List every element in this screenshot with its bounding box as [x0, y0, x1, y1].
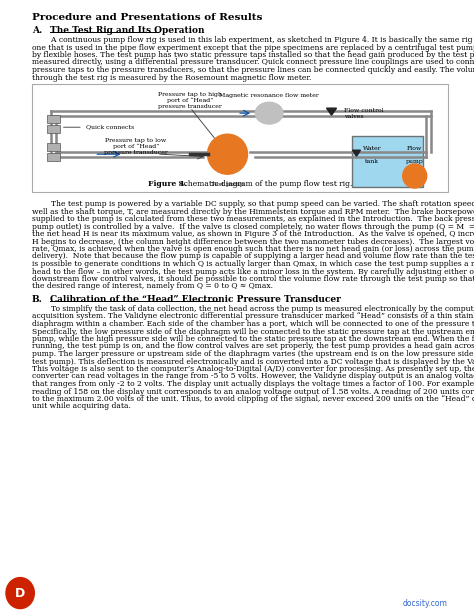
Text: head to the flow – in other words, the test pump acts like a minor loss in the s: head to the flow – in other words, the t…	[32, 267, 474, 275]
Text: B.: B.	[32, 295, 43, 304]
Text: pressure taps to the pressure transducers, so that the pressure lines can be con: pressure taps to the pressure transducer…	[32, 66, 474, 74]
Text: measured directly, using a differential pressure transducer. Quick connect press: measured directly, using a differential …	[32, 58, 474, 66]
Text: reading of 158 on the display unit corresponds to an analog voltage output of 1.: reading of 158 on the display unit corre…	[32, 387, 474, 395]
Text: Quick connects: Quick connects	[64, 124, 134, 130]
Text: Water: Water	[363, 146, 382, 151]
Text: by flexible hoses. The test pump has two static pressure taps installed so that : by flexible hoses. The test pump has two…	[32, 51, 474, 59]
Bar	[47, 153, 60, 161]
Text: Figure 4.: Figure 4.	[148, 180, 188, 188]
Text: tank: tank	[365, 159, 379, 164]
Text: H begins to decrease, (the column height difference between the two manometer tu: H begins to decrease, (the column height…	[32, 237, 474, 245]
Text: diaphragm within a chamber. Each side of the chamber has a port, which will be c: diaphragm within a chamber. Each side of…	[32, 320, 474, 328]
Text: The test pump is powered by a variable DC supply, so that pump speed can be vari: The test pump is powered by a variable D…	[32, 200, 474, 208]
Text: Procedure and Presentations of Results: Procedure and Presentations of Results	[32, 13, 263, 22]
Text: docsity.com: docsity.com	[403, 599, 448, 608]
Text: downstream flow control valves, it should be possible to control the volume flow: downstream flow control valves, it shoul…	[32, 275, 474, 283]
Text: rate, Qmax, is achieved when the valve is open enough such that there is no net : rate, Qmax, is achieved when the valve i…	[32, 245, 474, 253]
Text: running, the test pump is on, and the flow control valves are set properly, the : running, the test pump is on, and the fl…	[32, 343, 474, 351]
Text: Flow: Flow	[407, 146, 422, 151]
Text: This voltage is also sent to the computer’s Analog-to-Digital (A/D) converter fo: This voltage is also sent to the compute…	[32, 365, 474, 373]
Text: supplied to the pump is calculated from these two measurements, as explained in : supplied to the pump is calculated from …	[32, 215, 474, 223]
Bar	[47, 143, 60, 151]
Text: A continuous pump flow rig is used in this lab experiment, as sketched in Figure: A continuous pump flow rig is used in th…	[32, 36, 474, 44]
Text: pump: pump	[406, 159, 424, 164]
Text: Pressure tap to low
port of “Head”
pressure transducer: Pressure tap to low port of “Head” press…	[104, 138, 168, 155]
Text: that ranges from only -2 to 2 volts. The display unit actually displays the volt: that ranges from only -2 to 2 volts. The…	[32, 380, 474, 388]
Text: acquisition system. The Validyne electronic differential pressure transducer mar: acquisition system. The Validyne electro…	[32, 313, 474, 321]
Text: The Test Rig and Its Operation: The Test Rig and Its Operation	[50, 26, 204, 35]
Text: To simplify the task of data collection, the net head across the pump is measure: To simplify the task of data collection,…	[32, 305, 474, 313]
Circle shape	[208, 134, 247, 174]
Text: Test pump: Test pump	[211, 181, 244, 186]
Polygon shape	[353, 150, 361, 156]
Text: unit while acquiring data.: unit while acquiring data.	[32, 403, 131, 411]
Circle shape	[403, 164, 427, 188]
Text: through the test rig is measured by the Rosemount magnetic flow meter.: through the test rig is measured by the …	[32, 74, 311, 82]
Bar	[47, 126, 60, 134]
Text: one that is used in the pipe flow experiment except that the pipe specimens are : one that is used in the pipe flow experi…	[32, 44, 474, 51]
Text: delivery).  Note that because the flow pump is capable of supplying a larger hea: delivery). Note that because the flow pu…	[32, 253, 474, 261]
Text: converter can read voltages in the range from -5 to 5 volts. However, the Validy: converter can read voltages in the range…	[32, 373, 474, 381]
Bar	[32, 84, 448, 192]
Text: the desired range of interest, namely from Q = 0 to Q ≈ Qmax.: the desired range of interest, namely fr…	[32, 283, 273, 291]
Bar	[47, 115, 60, 123]
Text: Specifically, the low pressure side of the diaphragm will be connected to the st: Specifically, the low pressure side of t…	[32, 327, 474, 335]
Text: test pump). This deflection is measured electronically and is converted into a D: test pump). This deflection is measured …	[32, 357, 474, 365]
Text: Pressure tap to high
port of “Head”
pressure transducer: Pressure tap to high port of “Head” pres…	[158, 91, 222, 109]
Text: Schematic diagram of the pump flow test rig.: Schematic diagram of the pump flow test …	[176, 180, 353, 188]
Text: pump, while the high pressure side will be connected to the static pressure tap : pump, while the high pressure side will …	[32, 335, 474, 343]
Text: pump. The larger pressure or upstream side of the diaphragm varies (the upstream: pump. The larger pressure or upstream si…	[32, 350, 474, 358]
Text: D: D	[15, 587, 25, 600]
Text: Magnetic resonance flow meter: Magnetic resonance flow meter	[219, 93, 319, 98]
Circle shape	[6, 577, 34, 609]
Text: the net head H is near its maximum value, as shown in Figure 3 of the Introducti: the net head H is near its maximum value…	[32, 230, 474, 238]
Text: Flow control: Flow control	[344, 108, 383, 113]
Text: is possible to generate conditions in which Q is actually larger than Qmax, in w: is possible to generate conditions in wh…	[32, 260, 474, 268]
Text: pump outlet) is controlled by a valve.  If the valve is closed completely, no wa: pump outlet) is controlled by a valve. I…	[32, 223, 474, 232]
Text: valves: valves	[344, 114, 363, 119]
Text: Calibration of the “Head” Electronic Pressure Transducer: Calibration of the “Head” Electronic Pre…	[50, 295, 341, 304]
Text: well as the shaft torque, T, are measured directly by the Himmelstein torque and: well as the shaft torque, T, are measure…	[32, 207, 474, 216]
Text: A.: A.	[32, 26, 42, 35]
Ellipse shape	[255, 102, 283, 124]
Polygon shape	[327, 108, 337, 115]
Bar	[352, 136, 423, 187]
Text: to the maximum 2.00 volts of the unit. Thus, to avoid clipping of the signal, ne: to the maximum 2.00 volts of the unit. T…	[32, 395, 474, 403]
